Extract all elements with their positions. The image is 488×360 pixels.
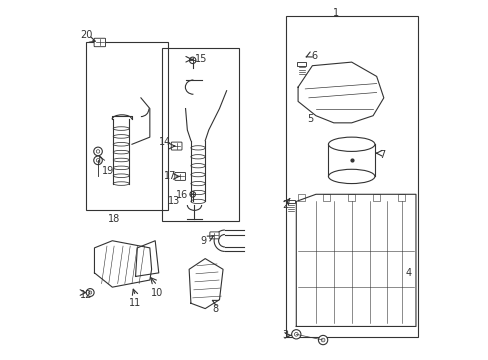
FancyBboxPatch shape — [175, 172, 185, 180]
Circle shape — [94, 147, 102, 156]
Bar — [286, 200, 295, 203]
Circle shape — [291, 330, 300, 339]
Bar — [298, 194, 305, 202]
Circle shape — [88, 291, 92, 294]
Circle shape — [318, 336, 327, 345]
Circle shape — [321, 338, 325, 342]
Text: 6: 6 — [311, 51, 317, 61]
Circle shape — [96, 159, 100, 162]
Bar — [285, 16, 417, 337]
Text: 7: 7 — [379, 150, 385, 160]
Text: 18: 18 — [108, 214, 120, 224]
Bar — [297, 62, 305, 66]
FancyBboxPatch shape — [94, 38, 105, 47]
Bar — [347, 194, 354, 202]
Text: 17: 17 — [163, 171, 176, 181]
Bar — [323, 194, 329, 202]
Text: 2: 2 — [281, 200, 287, 210]
Text: 5: 5 — [306, 114, 313, 124]
Text: 12: 12 — [80, 290, 92, 300]
Text: 9: 9 — [200, 236, 206, 246]
Text: 15: 15 — [194, 54, 206, 64]
Bar — [85, 42, 167, 210]
Text: 19: 19 — [102, 166, 114, 176]
Circle shape — [94, 156, 102, 165]
Text: 10: 10 — [151, 288, 163, 297]
Text: 13: 13 — [167, 197, 180, 206]
FancyBboxPatch shape — [171, 142, 182, 150]
Text: 4: 4 — [405, 268, 410, 278]
Circle shape — [96, 150, 100, 153]
Text: 11: 11 — [129, 298, 142, 308]
Text: 1: 1 — [332, 8, 338, 18]
Bar — [162, 48, 239, 221]
Text: 20: 20 — [80, 30, 92, 40]
Circle shape — [294, 333, 298, 336]
Text: 16: 16 — [176, 190, 188, 200]
Bar — [397, 194, 405, 202]
Circle shape — [86, 289, 94, 296]
Text: 3: 3 — [282, 330, 287, 341]
Bar — [372, 194, 380, 202]
Text: 8: 8 — [212, 303, 219, 314]
Text: 14: 14 — [159, 138, 171, 148]
FancyBboxPatch shape — [209, 232, 219, 239]
